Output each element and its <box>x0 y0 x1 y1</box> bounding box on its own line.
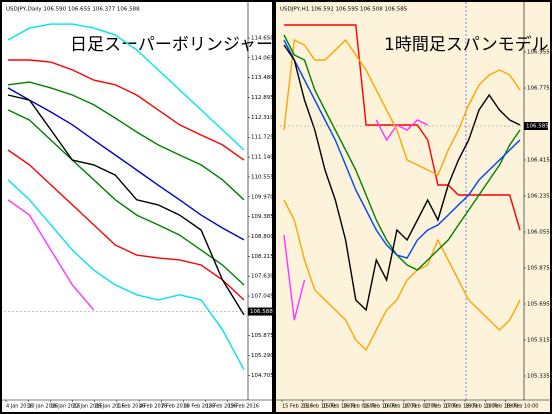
y-tick-label: 105.290 <box>251 353 274 359</box>
x-tick-label: 19 Feb 10:00 <box>506 404 539 410</box>
series-line <box>283 34 521 271</box>
y-tick-label: 106.415 <box>527 158 550 164</box>
x-tick-label: 17 Feb 10:00 <box>424 404 457 410</box>
y-tick-label: 106.055 <box>527 230 550 236</box>
series-line <box>7 149 245 301</box>
y-tick-label: 105.875 <box>251 333 274 339</box>
series-line <box>7 81 245 201</box>
price-tag <box>524 122 548 130</box>
y-tick-label: 111.725 <box>251 135 274 141</box>
chart-title: 日足スーパーボリンジャー <box>70 35 273 55</box>
x-tick-label: 18 Feb 18:00 <box>485 404 518 410</box>
x-tick-label: 16 Jan 2016 <box>50 404 80 410</box>
x-tick-label: 18 Feb 10:00 <box>465 404 498 410</box>
right-panel <box>276 2 550 412</box>
y-tick-label: 108.800 <box>251 234 274 240</box>
y-tick-label: 113.480 <box>251 75 274 81</box>
series-line <box>283 199 521 352</box>
y-tick-label: 106.955 <box>527 50 550 56</box>
x-tick-label: 17 Feb 02:00 <box>404 404 437 410</box>
price-tag <box>248 307 272 316</box>
y-tick-label: 112.310 <box>251 115 274 121</box>
x-tick-label: 16 Feb 02:00 <box>343 404 376 410</box>
x-tick-label: 19 Feb 2016 <box>228 404 259 410</box>
x-tick-label: 15 Feb 18:00 <box>323 404 356 410</box>
y-tick-label: 104.705 <box>251 373 274 379</box>
y-tick-label: 107.045 <box>251 294 274 300</box>
y-tick-label: 109.385 <box>251 214 274 220</box>
series-line <box>7 109 245 286</box>
y-tick-label: 114.650 <box>251 35 274 41</box>
series-line <box>283 119 429 321</box>
y-tick-label: 108.215 <box>251 254 274 260</box>
series-line <box>7 179 245 371</box>
x-tick-label: 7 Feb 2016 <box>161 404 189 410</box>
series-line <box>8 59 245 161</box>
x-tick-label: 16 Feb 18:00 <box>384 404 417 410</box>
y-tick-label: 114.065 <box>251 55 274 61</box>
y-tick-label: 111.140 <box>251 155 274 161</box>
chart-header: USDJPY,Daily 106.590 106.655 106.377 106… <box>6 7 140 13</box>
x-tick-label: 13 Feb 2016 <box>206 404 237 410</box>
series-line <box>284 24 521 231</box>
y-tick-label: 106.775 <box>527 86 550 92</box>
x-tick-label: 15 Feb 2016 <box>282 404 313 410</box>
series-line <box>7 199 95 311</box>
series-line <box>283 38 521 176</box>
y-tick-label: 105.695 <box>527 302 550 308</box>
series-line <box>7 23 245 151</box>
x-tick-label: 4 Feb 2016 <box>139 404 167 410</box>
x-tick-label: 17 Feb 18:00 <box>445 404 478 410</box>
series-line <box>283 39 521 259</box>
x-tick-label: 10 Jan 2016 <box>28 404 58 410</box>
y-tick-label: 107.630 <box>251 274 274 280</box>
y-tick-label: 109.970 <box>251 194 274 200</box>
x-tick-label: 15 Feb 10:00 <box>302 404 335 410</box>
left-panel <box>2 2 272 412</box>
y-tick-label: 112.895 <box>251 95 274 101</box>
y-tick-label: 105.515 <box>527 338 550 344</box>
price-label: 106.585 <box>526 124 549 130</box>
x-tick-label: 10 Feb 2016 <box>183 404 214 410</box>
series-line <box>7 87 245 241</box>
x-tick-label: 26 Jan 2016 <box>95 404 125 410</box>
chart-title: 1時間足スパンモデル <box>384 34 549 55</box>
y-tick-label: 105.875 <box>527 266 550 272</box>
x-tick-label: 1 Feb 2016 <box>117 404 145 410</box>
chart-header: USDJPY,H1 106.592 106.595 106.508 106.58… <box>280 7 408 13</box>
x-tick-label: 22 Jan 2016 <box>73 404 103 410</box>
x-tick-label: 4 Jan 2016 <box>6 404 33 410</box>
series-line <box>283 44 521 312</box>
y-tick-label: 106.235 <box>527 194 550 200</box>
price-label: 106.588 <box>250 309 273 315</box>
y-tick-label: 105.335 <box>527 374 550 380</box>
x-tick-label: 16 Feb 10:00 <box>363 404 396 410</box>
series-line <box>7 94 245 316</box>
y-tick-label: 110.555 <box>251 174 274 180</box>
